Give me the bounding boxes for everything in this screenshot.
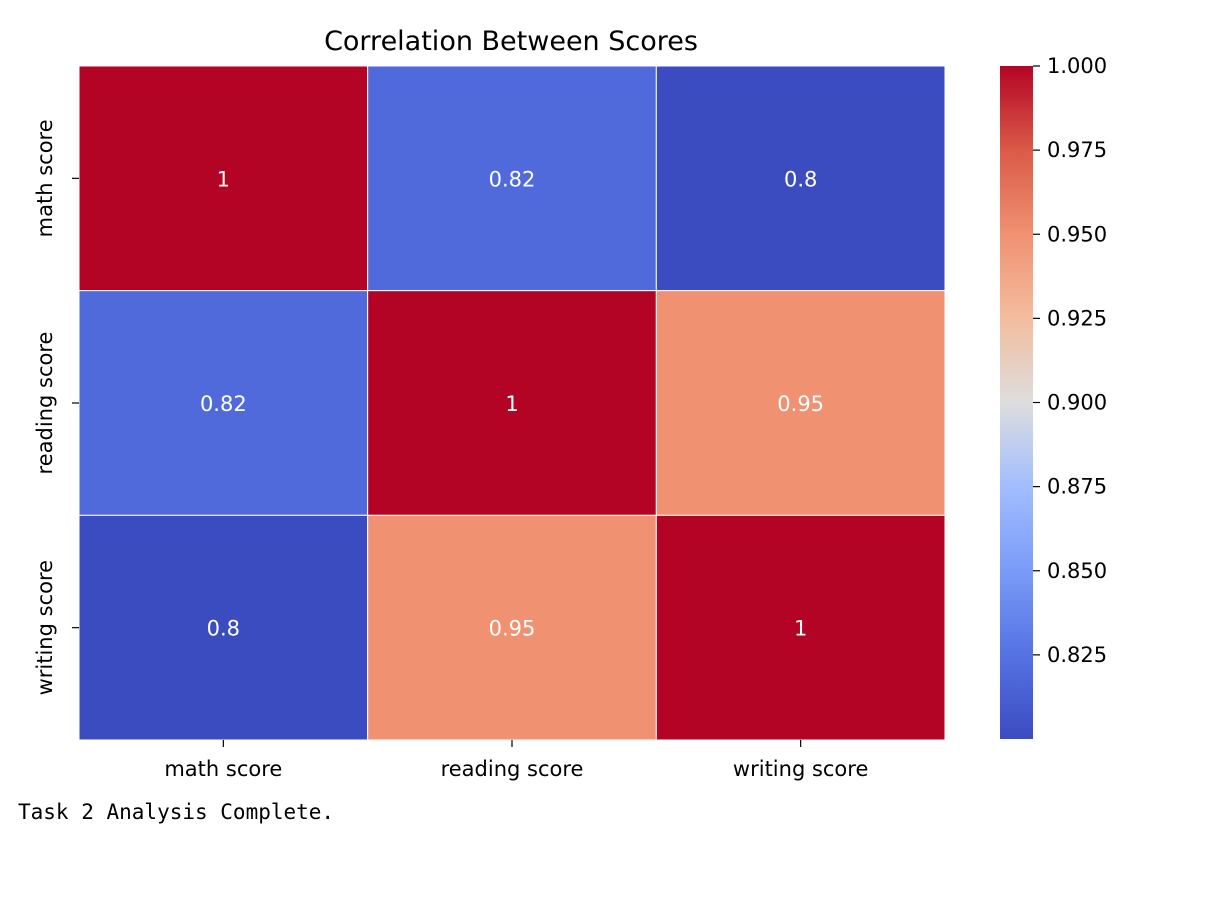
heatmap-cells bbox=[78, 65, 946, 741]
cell-annotation: 0.8 bbox=[207, 617, 240, 641]
x-tick-label: writing score bbox=[733, 757, 868, 781]
colorbar-tick-label: 0.825 bbox=[1047, 643, 1107, 667]
colorbar-tick-label: 0.950 bbox=[1047, 222, 1107, 246]
cell-annotation: 1 bbox=[505, 392, 518, 416]
cell-annotation: 0.82 bbox=[489, 167, 536, 191]
heatmap-cell bbox=[367, 290, 657, 516]
cell-annotation: 0.82 bbox=[200, 392, 247, 416]
colorbar-tick-label: 0.875 bbox=[1047, 475, 1107, 499]
heatmap-cell bbox=[78, 514, 369, 741]
cell-annotation: 0.95 bbox=[777, 392, 824, 416]
y-tick-label: math score bbox=[33, 119, 57, 237]
colorbar-tick-label: 0.925 bbox=[1047, 306, 1107, 330]
cell-annotation: 1 bbox=[217, 167, 230, 191]
colorbar-tick-label: 0.900 bbox=[1047, 391, 1107, 415]
heatmap-annotations: 1 0.82 0.8 0.82 1 0.95 0.8 0.95 1 bbox=[200, 167, 824, 640]
colorbar-tick-label: 0.850 bbox=[1047, 559, 1107, 583]
x-tick-label: reading score bbox=[441, 757, 584, 781]
chart-title: Correlation Between Scores bbox=[324, 26, 698, 57]
cell-annotation: 0.95 bbox=[489, 617, 536, 641]
y-tick-label: reading score bbox=[33, 332, 57, 475]
colorbar-gradient bbox=[1000, 66, 1033, 739]
y-tick-label: writing score bbox=[33, 560, 57, 695]
output-text: Task 2 Analysis Complete. bbox=[18, 800, 335, 824]
heatmap-cell bbox=[655, 65, 946, 292]
cell-annotation: 0.8 bbox=[784, 167, 817, 191]
heatmap-cell bbox=[367, 514, 657, 741]
heatmap-cell bbox=[655, 290, 946, 516]
colorbar-tick-label: 0.975 bbox=[1047, 138, 1107, 162]
heatmap-cell bbox=[367, 65, 657, 292]
colorbar: 0.825 0.850 0.875 0.900 0.925 0.950 0.975 1.000 bbox=[1000, 54, 1107, 739]
correlation-heatmap: Correlation Between Scores 1 0.82 0.80.82 1… bbox=[33, 26, 1107, 781]
x-tick-label: math score bbox=[164, 757, 282, 781]
cell-annotation: 1 bbox=[794, 617, 807, 641]
heatmap-axes: math score reading score writing score math… bbox=[33, 119, 868, 781]
colorbar-tick-label: 1.000 bbox=[1047, 54, 1107, 78]
heatmap-cell bbox=[78, 290, 369, 516]
heatmap-cell bbox=[78, 65, 369, 292]
